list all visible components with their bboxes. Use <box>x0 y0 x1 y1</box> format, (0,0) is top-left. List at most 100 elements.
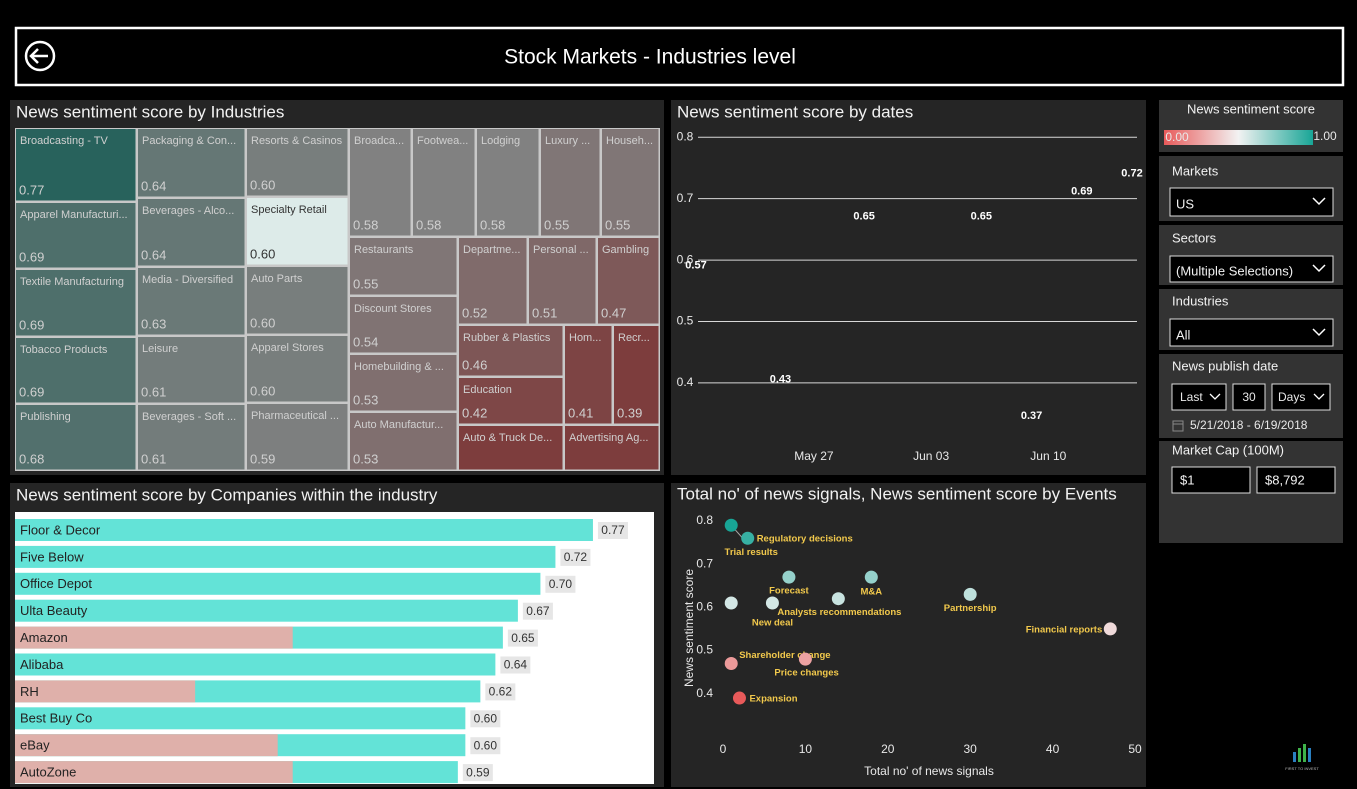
treemap-value: 0.69 <box>19 384 44 399</box>
x-tick-label: Jun 10 <box>1030 449 1066 463</box>
dropdown-value: Days <box>1278 390 1305 404</box>
filter-label: Sectors <box>1172 230 1217 245</box>
treemap-cell <box>16 203 136 268</box>
treemap-cell <box>16 405 136 470</box>
legend-min: 0.00 <box>1165 130 1189 144</box>
back-button[interactable] <box>24 40 56 72</box>
treemap-bg-cell <box>138 337 245 403</box>
value-label-bg <box>470 737 501 755</box>
treemap-label: Restaurants <box>354 244 414 256</box>
bar-highlight <box>15 680 196 703</box>
point-label: Analysts recommendations <box>777 607 901 618</box>
input-value: $8,792 <box>1265 472 1305 487</box>
dropdown[interactable] <box>1171 383 1227 411</box>
point <box>864 570 878 584</box>
logo-text: FIRST TO INVEST <box>1285 766 1319 771</box>
data-label: 0.65 <box>853 210 874 222</box>
y-tick-label: 0.8 <box>677 129 694 143</box>
point <box>732 691 746 705</box>
treemap-label: Recr... <box>618 332 650 344</box>
treemap-label: Beverages - Soft ... <box>142 411 236 423</box>
treemap-cell <box>459 326 563 376</box>
treemap-label: Gambling <box>602 244 649 256</box>
treemap-label: Publishing <box>20 411 71 423</box>
treemap-cell <box>16 270 136 336</box>
treemap-bg-cell <box>138 129 245 197</box>
data-label: 0.57 <box>685 259 706 271</box>
treemap-value: 0.60 <box>250 246 275 261</box>
treemap-value: 0.63 <box>141 316 166 331</box>
y-tick-label: 0.7 <box>677 191 694 205</box>
point-label: Price changes <box>774 668 838 679</box>
treemap-bg-cell <box>247 336 348 402</box>
treemap-value: 0.60 <box>250 177 275 192</box>
treemap-value: 0.58 <box>353 217 378 232</box>
treemap-label: Departme... <box>463 244 520 256</box>
input-value: $1 <box>1180 472 1194 487</box>
y-tick-label: 0.5 <box>696 643 713 657</box>
treemap-cell <box>614 326 659 424</box>
treemap-bg-cell <box>614 326 659 424</box>
number-input[interactable] <box>1232 383 1266 411</box>
dropdown[interactable] <box>1271 383 1331 411</box>
treemap-value: 0.60 <box>250 383 275 398</box>
bar <box>15 599 518 622</box>
x-axis-title: Total no' of news signals <box>864 764 994 778</box>
point <box>1103 622 1117 636</box>
legend-max: 1.00 <box>1313 129 1337 143</box>
dropdown[interactable] <box>1169 318 1334 347</box>
point-label: Expansion <box>749 694 797 705</box>
treemap-cell <box>602 129 659 236</box>
treemap-cell <box>138 129 245 197</box>
treemap-label: Apparel Manufacturi... <box>20 209 128 221</box>
data-label: 0.70 <box>549 577 573 591</box>
bar-label: Alibaba <box>20 657 64 672</box>
treemap-value: 0.61 <box>141 451 166 466</box>
dropdown-value: US <box>1176 196 1194 211</box>
point <box>724 518 738 532</box>
dropdown-value: All <box>1176 327 1191 342</box>
treemap-value: 0.53 <box>353 451 378 466</box>
treemap-label: Packaging & Con... <box>142 135 236 147</box>
text-input[interactable] <box>1256 466 1336 494</box>
bar-highlight <box>15 626 293 649</box>
text-input[interactable] <box>1171 466 1251 494</box>
treemap-label: Textile Manufacturing <box>20 276 124 288</box>
treemap-cell <box>565 326 612 424</box>
treemap-label: Pharmaceutical ... <box>251 410 339 422</box>
treemap-cell <box>541 129 600 236</box>
panel-title: Total no' of news signals, News sentimen… <box>677 484 1117 503</box>
x-tick-label: May 27 <box>794 449 834 463</box>
treemap-bg-cell <box>413 129 475 236</box>
point-label: Financial reports <box>1026 624 1103 635</box>
value-label-bg <box>522 602 553 620</box>
treemap-bg-cell <box>602 129 659 236</box>
bar-label: Floor & Decor <box>20 522 101 537</box>
treemap-label: Auto Manufactur... <box>354 419 443 431</box>
data-label: 0.62 <box>489 685 513 699</box>
y-tick-label: 0.5 <box>677 314 694 328</box>
treemap-bg-cell <box>598 238 659 324</box>
treemap-label: Lodging <box>481 135 520 147</box>
dropdown-value: (Multiple Selections) <box>1176 263 1293 278</box>
treemap-value: 0.47 <box>601 305 626 320</box>
treemap-value: 0.42 <box>462 405 487 420</box>
filter-label: Markets <box>1172 163 1219 178</box>
bar-label: AutoZone <box>20 765 76 780</box>
treemap-bg-cell <box>565 326 612 424</box>
point <box>782 570 796 584</box>
treemap-value: 0.77 <box>19 182 44 197</box>
bar-label: RH <box>20 684 39 699</box>
treemap-value: 0.55 <box>544 217 569 232</box>
point-label: Forecast <box>769 586 809 597</box>
data-label: 0.37 <box>1021 410 1042 422</box>
treemap-bg-cell <box>459 378 563 424</box>
dropdown[interactable] <box>1169 187 1334 217</box>
treemap-label: Education <box>463 384 512 396</box>
treemap-value: 0.60 <box>250 315 275 330</box>
dropdown[interactable] <box>1169 255 1334 283</box>
treemap-value: 0.52 <box>462 305 487 320</box>
data-label: 0.72 <box>1121 167 1142 179</box>
